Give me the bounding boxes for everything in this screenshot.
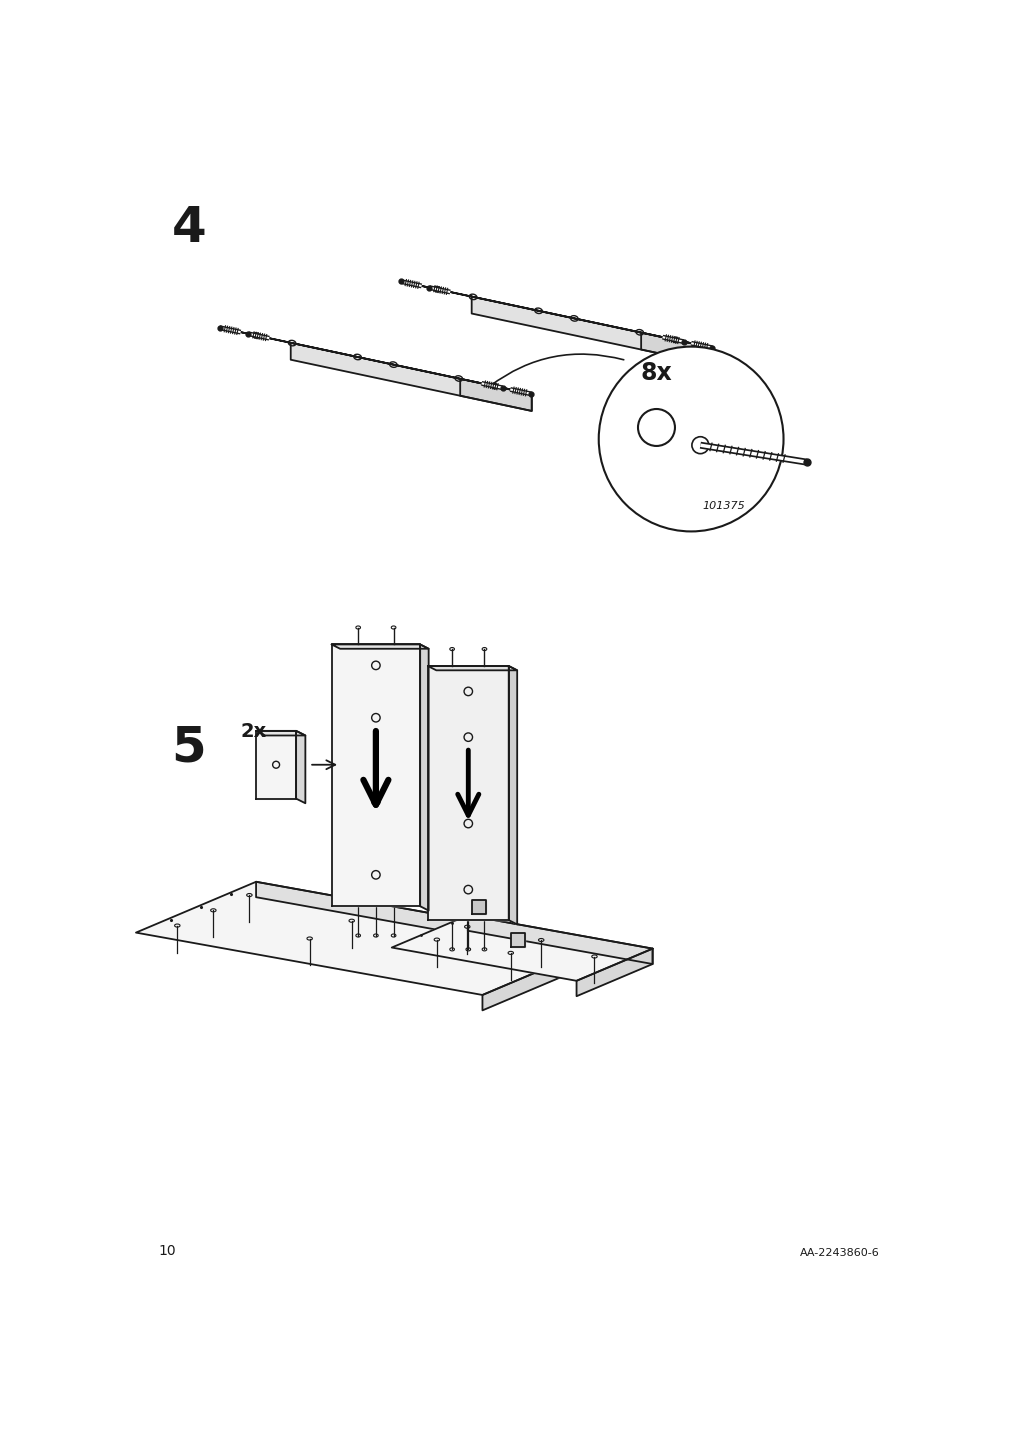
- Polygon shape: [471, 296, 712, 365]
- Polygon shape: [256, 730, 305, 736]
- Polygon shape: [391, 915, 652, 981]
- Text: 8x: 8x: [640, 361, 671, 385]
- Polygon shape: [467, 915, 652, 964]
- Text: 4: 4: [171, 205, 206, 252]
- Polygon shape: [290, 342, 531, 411]
- Polygon shape: [399, 281, 712, 348]
- Text: 5: 5: [171, 725, 206, 772]
- Polygon shape: [428, 666, 509, 921]
- Polygon shape: [353, 776, 386, 796]
- Polygon shape: [256, 730, 296, 799]
- Polygon shape: [641, 332, 712, 365]
- Polygon shape: [296, 730, 305, 803]
- Polygon shape: [576, 948, 652, 997]
- Polygon shape: [428, 666, 517, 670]
- Polygon shape: [332, 644, 420, 906]
- FancyArrowPatch shape: [489, 354, 623, 387]
- Polygon shape: [511, 934, 525, 947]
- Polygon shape: [135, 882, 602, 995]
- Text: 10: 10: [158, 1243, 176, 1257]
- Polygon shape: [420, 644, 429, 911]
- Polygon shape: [344, 748, 386, 788]
- Circle shape: [637, 410, 674, 445]
- Polygon shape: [256, 882, 602, 959]
- Polygon shape: [332, 644, 429, 649]
- Text: 2x: 2x: [241, 722, 267, 740]
- Polygon shape: [509, 666, 517, 925]
- Polygon shape: [460, 379, 531, 411]
- Text: 101375: 101375: [702, 501, 745, 511]
- Circle shape: [599, 347, 783, 531]
- Polygon shape: [482, 944, 602, 1011]
- Text: AA-2243860-6: AA-2243860-6: [800, 1247, 879, 1257]
- Polygon shape: [472, 901, 485, 914]
- Polygon shape: [219, 328, 531, 394]
